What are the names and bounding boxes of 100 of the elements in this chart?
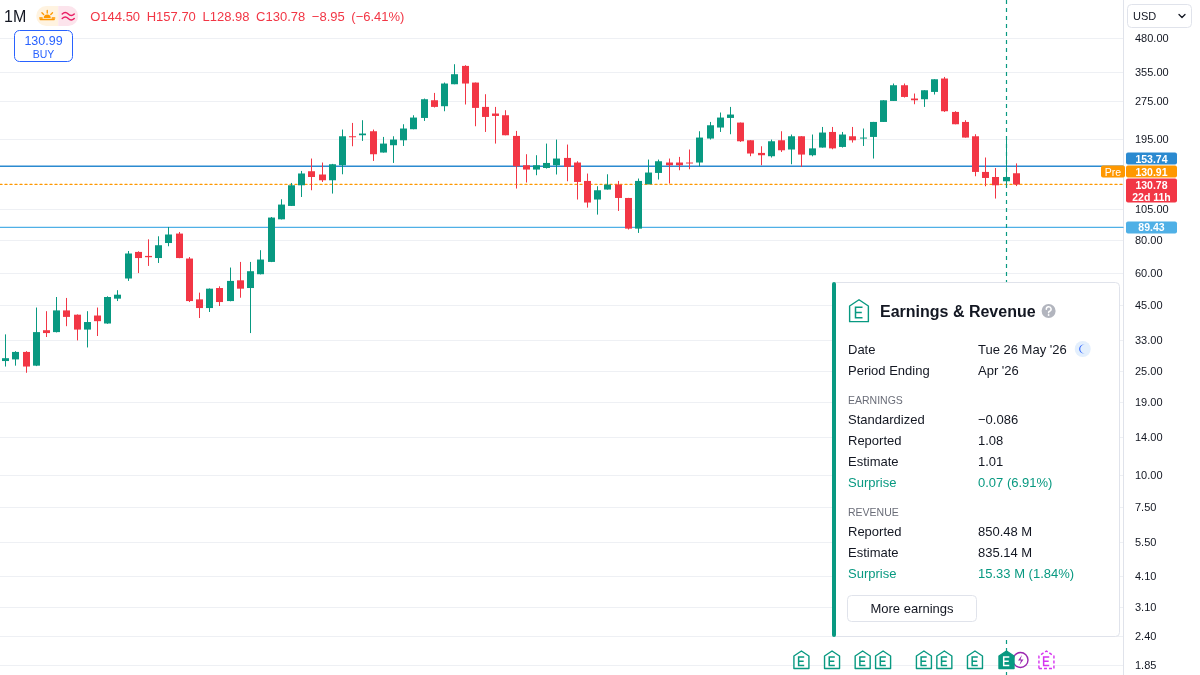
candlestick [23,350,30,374]
candlestick [543,143,550,170]
candlestick [829,126,836,150]
legend-label: 130.91 [1135,165,1168,178]
candlestick [870,121,877,160]
y-tick-label: 14.00 [1135,430,1163,443]
candlestick [574,160,581,201]
candlestick [860,128,867,147]
y-tick-label: 480.00 [1135,31,1169,44]
y-tick-label: 19.00 [1135,396,1163,409]
candlestick [84,310,91,348]
candlestick [645,159,652,185]
text: 15.33 M (1.84%) [978,565,1075,581]
y-tick-label: 7.50 [1135,501,1157,514]
category-label: Surprise [848,565,897,581]
candlestick [441,82,448,112]
category-label: Estimate [848,544,899,560]
candlestick [370,129,377,162]
text: Tue 26 May '26 [978,341,1067,357]
candlestick [594,185,601,216]
candlestick [135,250,142,274]
category-label: Estimate [848,453,899,469]
category-label: Reported [848,432,902,448]
text: 130.78 [1135,178,1168,191]
currency-dropdown[interactable]: USD [1127,4,1192,28]
annotation: More earnings [870,601,955,616]
ref-line-label: 89.43 [1138,221,1165,234]
text: Earnings & Revenue [880,302,1036,320]
candlestick [564,144,571,182]
annotation: BUY [32,48,55,60]
candlestick [523,153,530,184]
text: 1.08 [978,432,1004,448]
candlestick [43,310,50,338]
category-label: Reported [848,523,902,539]
candlestick [247,261,254,334]
candlestick [349,122,356,147]
candlestick [206,287,213,313]
candlestick [196,292,203,319]
text: O144.50 H157.70 L128.98 C130.78 −8.95 (−6.41%) [90,8,405,24]
y-tick-label: 10.00 [1135,468,1163,481]
text: 835.14 M [978,544,1033,560]
candlestick [308,158,315,191]
candlestick [502,109,509,136]
category-label: Surprise [848,474,897,490]
y-tick-label: 80.00 [1135,234,1163,247]
chart-title: 1M [4,7,27,25]
y-tick-label: 45.00 [1135,299,1163,312]
y-tick-label: 25.00 [1135,365,1163,378]
candlestick [809,134,816,157]
candlestick [216,285,223,307]
candlestick [2,333,9,368]
candlestick [982,157,989,187]
candlestick [257,249,264,275]
text: 850.48 M [978,523,1033,539]
category-label: Date [848,341,876,357]
y-tick-label: 33.00 [1135,334,1163,347]
button[interactable]: More earnings [847,595,977,622]
candlestick [227,267,234,302]
candlestick [584,173,591,209]
candlestick [778,130,785,153]
annotation: 130.99 [24,34,63,48]
candlestick [533,154,540,176]
ref-line-label: 153.74 [1135,152,1168,165]
candlestick [165,226,172,247]
candlestick [53,296,60,333]
y-tick-label: 355.00 [1135,65,1169,78]
text: Apr '26 [978,362,1019,378]
y-tick-label: 3.10 [1135,601,1157,614]
y-tick-label: 275.00 [1135,94,1169,107]
category-label: REVENUE [848,506,899,518]
category-label: Standardized [848,411,925,427]
candlestick [615,180,622,212]
candlestick [880,99,887,123]
candlestick [155,235,162,264]
y-tick-label: 5.50 [1135,536,1157,549]
y-tick-label: 60.00 [1135,266,1163,279]
candlestick [798,135,805,168]
candlestick [74,313,81,341]
buy-button[interactable]: 130.99 BUY [14,30,73,62]
candlestick [400,123,407,147]
candlestick [819,126,826,149]
text: 0.07 (6.91%) [978,474,1053,490]
candlestick [655,159,662,181]
candlestick [298,170,305,198]
candlestick [329,163,336,195]
candlestick [63,297,70,327]
category-label: Period Ending [848,362,930,378]
y-tick-label: 1.85 [1135,659,1157,672]
candlestick [992,167,999,200]
candlestick [1013,162,1020,187]
text: −0.086 [978,411,1019,427]
text: 1.01 [978,453,1004,469]
y-tick-label: 105.00 [1135,203,1169,216]
y-tick-label: 2.40 [1135,630,1157,643]
y-tick-label: 195.00 [1135,133,1169,146]
candlestick [462,64,469,105]
y-tick-label: 4.10 [1135,569,1157,582]
category-label: EARNINGS [848,394,903,406]
candlestick [788,134,795,165]
candlestick [482,93,489,133]
